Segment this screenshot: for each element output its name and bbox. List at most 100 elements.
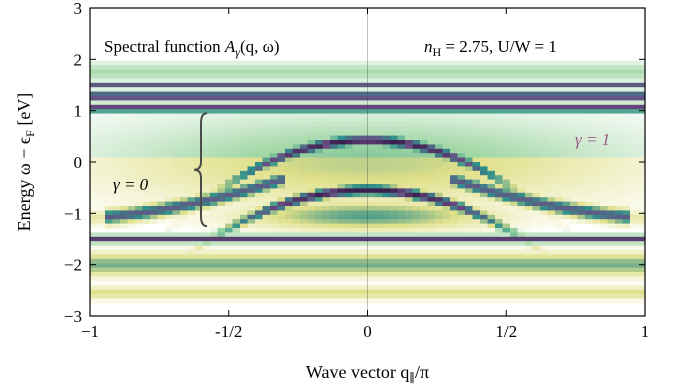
heatmap-cell — [187, 179, 196, 185]
heatmap-cell — [517, 175, 526, 181]
heatmap-cell — [180, 100, 189, 106]
heatmap-cell — [592, 153, 601, 159]
heatmap-cell — [442, 263, 451, 269]
heatmap-cell — [112, 276, 121, 282]
heatmap-cell — [112, 210, 121, 216]
heatmap-cell — [187, 148, 196, 154]
heatmap-cell — [90, 175, 99, 181]
heatmap-cell — [600, 285, 609, 291]
heatmap-cell — [217, 148, 226, 154]
heatmap-cell — [562, 122, 571, 128]
heatmap-cell — [637, 140, 645, 145]
heatmap-cell — [270, 289, 279, 295]
heatmap-cell — [525, 162, 534, 167]
heatmap-cell — [585, 232, 594, 238]
heatmap-cell — [127, 118, 136, 123]
heatmap-cell — [240, 60, 249, 66]
heatmap-cell — [442, 60, 451, 66]
heatmap-cell — [232, 289, 241, 295]
heatmap-cell — [600, 140, 609, 145]
heatmap-cell — [577, 60, 586, 66]
heatmap-cell — [157, 263, 166, 269]
heatmap-cell — [262, 236, 271, 242]
heatmap-cell — [420, 201, 429, 207]
heatmap-cell — [142, 272, 151, 277]
heatmap-cell — [165, 197, 174, 203]
heatmap-cell — [480, 113, 489, 119]
heatmap-cell — [232, 272, 241, 277]
heatmap-cell — [225, 144, 234, 150]
heatmap-cell — [465, 179, 474, 185]
heatmap-cell — [337, 65, 346, 71]
heatmap-cell — [585, 201, 594, 207]
heatmap-cell — [637, 179, 645, 185]
heatmap-cell — [547, 113, 556, 119]
heatmap-cell — [435, 184, 444, 189]
heatmap-cell — [97, 175, 106, 181]
heatmap-cell — [427, 298, 436, 304]
heatmap-cell — [532, 197, 541, 203]
heatmap-cell — [262, 109, 271, 115]
heatmap-cell — [210, 294, 219, 299]
heatmap-cell — [367, 219, 376, 225]
heatmap-cell — [532, 96, 541, 101]
heatmap-cell — [390, 236, 399, 242]
heatmap-cell — [495, 144, 504, 150]
heatmap-cell — [180, 197, 189, 203]
heatmap-cell — [480, 118, 489, 123]
heatmap-cell — [502, 104, 511, 110]
heatmap-cell — [307, 289, 316, 295]
heatmap-cell — [390, 162, 399, 167]
heatmap-cell — [607, 175, 616, 181]
heatmap-cell — [195, 263, 204, 269]
heatmap-cell — [142, 157, 151, 163]
heatmap-cell — [345, 210, 354, 216]
heatmap-cell — [345, 214, 354, 220]
heatmap-cell — [457, 74, 466, 79]
heatmap-cell — [262, 144, 271, 150]
heatmap-cell — [480, 250, 489, 255]
heatmap-cell — [157, 96, 166, 101]
heatmap-cell — [142, 118, 151, 123]
heatmap-cell — [427, 294, 436, 299]
heatmap-cell — [292, 214, 301, 220]
heatmap-cell — [90, 289, 99, 295]
heatmap-cell — [180, 65, 189, 71]
heatmap-cell — [630, 166, 639, 172]
heatmap-cell — [330, 100, 339, 106]
heatmap-cell — [622, 294, 631, 299]
heatmap-cell — [240, 223, 249, 229]
heatmap-cell — [337, 258, 346, 264]
heatmap-cell — [412, 223, 421, 229]
heatmap-cell — [585, 87, 594, 93]
heatmap-cell — [540, 267, 549, 273]
heatmap-cell — [120, 87, 129, 93]
heatmap-cell — [240, 188, 249, 194]
heatmap-cell — [405, 236, 414, 242]
heatmap-cell — [510, 241, 519, 247]
heatmap-cell — [532, 148, 541, 154]
heatmap-cell — [127, 175, 136, 181]
heatmap-cell — [165, 69, 174, 75]
heatmap-cell — [225, 131, 234, 137]
heatmap-cell — [247, 210, 256, 216]
heatmap-cell — [150, 285, 159, 291]
heatmap-cell — [142, 188, 151, 194]
heatmap-cell — [600, 126, 609, 132]
heatmap-cell — [225, 157, 234, 163]
heatmap-cell — [270, 131, 279, 137]
heatmap-cell — [255, 289, 264, 295]
heatmap-cell — [195, 272, 204, 277]
heatmap-cell — [457, 140, 466, 145]
heatmap-cell — [622, 197, 631, 203]
heatmap-cell — [510, 144, 519, 150]
heatmap-cell — [165, 131, 174, 137]
heatmap-cell — [112, 126, 121, 132]
heatmap-cell — [442, 197, 451, 203]
heatmap-cell — [322, 100, 331, 106]
heatmap-cell — [510, 91, 519, 97]
heatmap-cell — [135, 245, 144, 251]
heatmap-cell — [127, 263, 136, 269]
heatmap-cell — [390, 294, 399, 299]
heatmap-cell — [157, 69, 166, 75]
